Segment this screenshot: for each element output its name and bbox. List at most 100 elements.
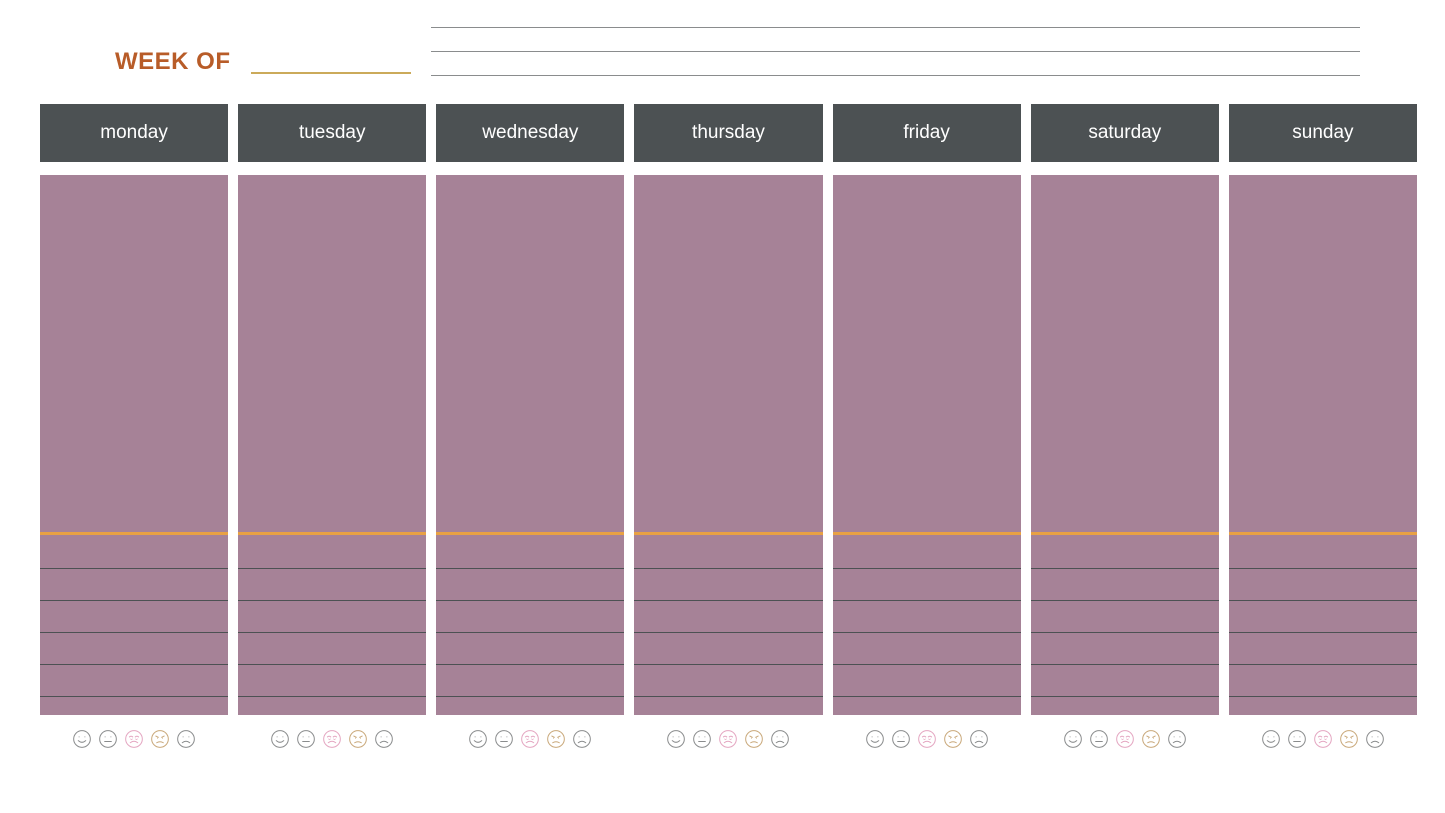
day-column: thursday (634, 104, 822, 749)
day-note-line[interactable] (1229, 632, 1417, 633)
day-note-line[interactable] (1031, 664, 1219, 665)
day-note-line[interactable] (436, 664, 624, 665)
day-accent-line (634, 532, 822, 535)
mood-row (1031, 729, 1219, 749)
day-note-line[interactable] (436, 600, 624, 601)
day-accent-line (40, 532, 228, 535)
neutral-icon[interactable] (494, 729, 514, 749)
planner-header: WEEK OF (0, 0, 1445, 76)
day-label: saturday (1088, 122, 1161, 144)
day-body[interactable] (634, 175, 822, 715)
day-note-line[interactable] (1229, 664, 1417, 665)
weary-icon[interactable] (124, 729, 144, 749)
day-label: thursday (692, 122, 765, 144)
happy-icon[interactable] (72, 729, 92, 749)
day-header: friday (833, 104, 1021, 162)
day-note-line[interactable] (436, 696, 624, 697)
week-of-block: WEEK OF (40, 48, 411, 76)
day-header: thursday (634, 104, 822, 162)
happy-icon[interactable] (1063, 729, 1083, 749)
day-note-line[interactable] (436, 632, 624, 633)
day-note-line[interactable] (833, 600, 1021, 601)
day-note-line[interactable] (40, 664, 228, 665)
day-note-line[interactable] (1031, 600, 1219, 601)
happy-icon[interactable] (468, 729, 488, 749)
day-label: wednesday (482, 122, 578, 144)
happy-icon[interactable] (1261, 729, 1281, 749)
day-note-line[interactable] (833, 664, 1021, 665)
angry-icon[interactable] (1339, 729, 1359, 749)
day-note-line[interactable] (1229, 600, 1417, 601)
day-note-line[interactable] (1031, 632, 1219, 633)
day-note-line[interactable] (40, 568, 228, 569)
neutral-icon[interactable] (98, 729, 118, 749)
day-note-line[interactable] (833, 696, 1021, 697)
neutral-icon[interactable] (891, 729, 911, 749)
neutral-icon[interactable] (692, 729, 712, 749)
day-note-line[interactable] (238, 664, 426, 665)
day-note-line[interactable] (40, 600, 228, 601)
sad-icon[interactable] (969, 729, 989, 749)
weary-icon[interactable] (1115, 729, 1135, 749)
day-note-line[interactable] (1031, 696, 1219, 697)
angry-icon[interactable] (1141, 729, 1161, 749)
header-note-line[interactable] (431, 51, 1361, 52)
sad-icon[interactable] (176, 729, 196, 749)
day-body[interactable] (436, 175, 624, 715)
day-body[interactable] (1229, 175, 1417, 715)
header-note-line[interactable] (431, 75, 1361, 76)
day-note-line[interactable] (634, 568, 822, 569)
day-note-line[interactable] (1031, 568, 1219, 569)
weary-icon[interactable] (917, 729, 937, 749)
day-note-line[interactable] (833, 568, 1021, 569)
days-grid: mondaytuesdaywednesdaythursdayfridaysatu… (0, 76, 1445, 749)
happy-icon[interactable] (270, 729, 290, 749)
neutral-icon[interactable] (296, 729, 316, 749)
sad-icon[interactable] (572, 729, 592, 749)
weary-icon[interactable] (520, 729, 540, 749)
day-note-line[interactable] (238, 600, 426, 601)
angry-icon[interactable] (348, 729, 368, 749)
day-body[interactable] (1031, 175, 1219, 715)
happy-icon[interactable] (865, 729, 885, 749)
day-column: monday (40, 104, 228, 749)
day-note-line[interactable] (634, 664, 822, 665)
weary-icon[interactable] (1313, 729, 1333, 749)
angry-icon[interactable] (943, 729, 963, 749)
mood-row (833, 729, 1021, 749)
sad-icon[interactable] (374, 729, 394, 749)
header-notes-lines[interactable] (431, 25, 1406, 76)
day-note-line[interactable] (1229, 696, 1417, 697)
day-accent-line (833, 532, 1021, 535)
sad-icon[interactable] (1167, 729, 1187, 749)
sad-icon[interactable] (770, 729, 790, 749)
day-note-line[interactable] (833, 632, 1021, 633)
day-note-line[interactable] (634, 632, 822, 633)
sad-icon[interactable] (1365, 729, 1385, 749)
day-note-line[interactable] (634, 696, 822, 697)
day-note-line[interactable] (634, 600, 822, 601)
day-header: sunday (1229, 104, 1417, 162)
day-body[interactable] (238, 175, 426, 715)
angry-icon[interactable] (546, 729, 566, 749)
day-note-line[interactable] (238, 632, 426, 633)
day-note-line[interactable] (40, 696, 228, 697)
angry-icon[interactable] (744, 729, 764, 749)
day-note-line[interactable] (238, 696, 426, 697)
day-note-line[interactable] (40, 632, 228, 633)
header-note-line[interactable] (431, 27, 1361, 28)
day-note-line[interactable] (436, 568, 624, 569)
week-of-underline[interactable] (251, 72, 411, 74)
day-note-line[interactable] (238, 568, 426, 569)
angry-icon[interactable] (150, 729, 170, 749)
day-body[interactable] (40, 175, 228, 715)
day-accent-line (436, 532, 624, 535)
mood-row (40, 729, 228, 749)
day-note-line[interactable] (1229, 568, 1417, 569)
day-body[interactable] (833, 175, 1021, 715)
weary-icon[interactable] (322, 729, 342, 749)
neutral-icon[interactable] (1287, 729, 1307, 749)
neutral-icon[interactable] (1089, 729, 1109, 749)
happy-icon[interactable] (666, 729, 686, 749)
weary-icon[interactable] (718, 729, 738, 749)
